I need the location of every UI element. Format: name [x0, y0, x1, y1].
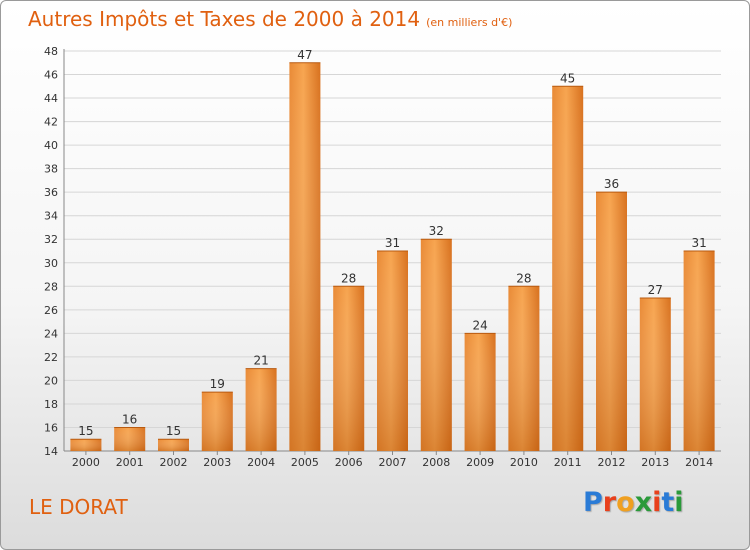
logo-letter: i — [674, 487, 684, 518]
logo-letter: o — [616, 487, 635, 518]
x-tick-label: 2000 — [72, 456, 100, 469]
data-label: 19 — [210, 377, 225, 391]
bar-shade — [683, 251, 715, 451]
x-tick-label: 2014 — [685, 456, 713, 469]
bar-shade — [114, 427, 146, 451]
x-tick-label: 2006 — [335, 456, 363, 469]
bar-shade — [245, 368, 277, 451]
data-label: 31 — [385, 236, 400, 250]
data-label: 16 — [122, 412, 137, 426]
data-label: 15 — [166, 424, 181, 438]
y-tick-label: 48 — [44, 45, 58, 58]
x-tick-label: 2004 — [247, 456, 275, 469]
city-name: LE DORAT — [29, 495, 128, 519]
data-label: 45 — [560, 71, 575, 85]
bar-shade — [70, 439, 102, 451]
bar-shade — [639, 298, 671, 451]
x-tick-label: 2005 — [291, 456, 319, 469]
y-tick-label: 16 — [44, 421, 58, 434]
bar-shade — [464, 333, 496, 451]
bar-shade — [333, 286, 365, 451]
logo-letter: t — [661, 487, 675, 518]
bar-shade — [596, 192, 627, 452]
bar-shade — [201, 392, 233, 451]
data-label: 31 — [691, 236, 706, 250]
x-tick-label: 2013 — [641, 456, 669, 469]
data-label: 32 — [429, 224, 444, 238]
y-tick-label: 20 — [44, 374, 58, 387]
axis-layer: 14 16 18 20 22 24 26 28 30 32 34 36 38 40 42 44 46 48 2000… — [44, 45, 721, 469]
data-label: 15 — [78, 424, 93, 438]
bar-shade — [377, 251, 408, 451]
data-label: 27 — [648, 283, 663, 297]
y-tick-label: 30 — [44, 257, 58, 270]
title-row: Autres Impôts et Taxes de 2000 à 2014 (en… — [28, 7, 512, 31]
y-tick-label: 18 — [44, 398, 58, 411]
x-tick-label: 2010 — [510, 456, 538, 469]
data-label: 24 — [472, 318, 487, 332]
bar-shade — [420, 239, 452, 451]
chart-title: Autres Impôts et Taxes de 2000 à 2014 — [28, 7, 421, 31]
logo-letter: x — [634, 487, 653, 518]
data-label: 36 — [604, 177, 619, 191]
chart-subtitle: (en milliers d'€) — [426, 16, 513, 29]
y-tick-label: 38 — [44, 163, 58, 176]
x-tick-label: 2002 — [160, 456, 188, 469]
bar-layer — [70, 62, 715, 452]
bar-shade — [508, 286, 540, 451]
x-tick-label: 2007 — [379, 456, 407, 469]
data-label: 21 — [253, 354, 268, 368]
x-tick-label: 2009 — [466, 456, 494, 469]
y-tick-label: 42 — [44, 116, 58, 129]
x-tick-label: 2011 — [554, 456, 582, 469]
y-tick-label: 32 — [44, 233, 58, 246]
y-tick-label: 22 — [44, 351, 58, 364]
y-tick-label: 44 — [44, 92, 58, 105]
y-tick-label: 34 — [44, 210, 58, 223]
y-tick-label: 46 — [44, 69, 58, 82]
y-tick-label: 40 — [44, 139, 58, 152]
bar-shade — [158, 439, 189, 451]
bar-shade — [552, 86, 584, 451]
data-label: 47 — [297, 48, 312, 62]
proxiti-logo: Proxiti — [583, 487, 684, 518]
data-label: 28 — [341, 271, 356, 285]
y-tick-label: 14 — [44, 445, 58, 458]
label-layer: 15 16 15 19 21 47 28 31 32 24 28 45 36 27 31 — [78, 48, 706, 438]
x-tick-label: 2012 — [598, 456, 626, 469]
x-tick-label: 2003 — [203, 456, 231, 469]
data-label: 28 — [516, 271, 531, 285]
logo-letter: r — [602, 487, 617, 518]
y-tick-label: 26 — [44, 304, 58, 317]
x-tick-label: 2008 — [422, 456, 450, 469]
bar-shade — [289, 62, 321, 451]
y-tick-label: 28 — [44, 280, 58, 293]
x-tick-label: 2001 — [116, 456, 144, 469]
y-tick-label: 24 — [44, 327, 58, 340]
logo-letter: P — [583, 487, 603, 518]
logo-letter: i — [652, 487, 662, 518]
y-tick-label: 36 — [44, 186, 58, 199]
